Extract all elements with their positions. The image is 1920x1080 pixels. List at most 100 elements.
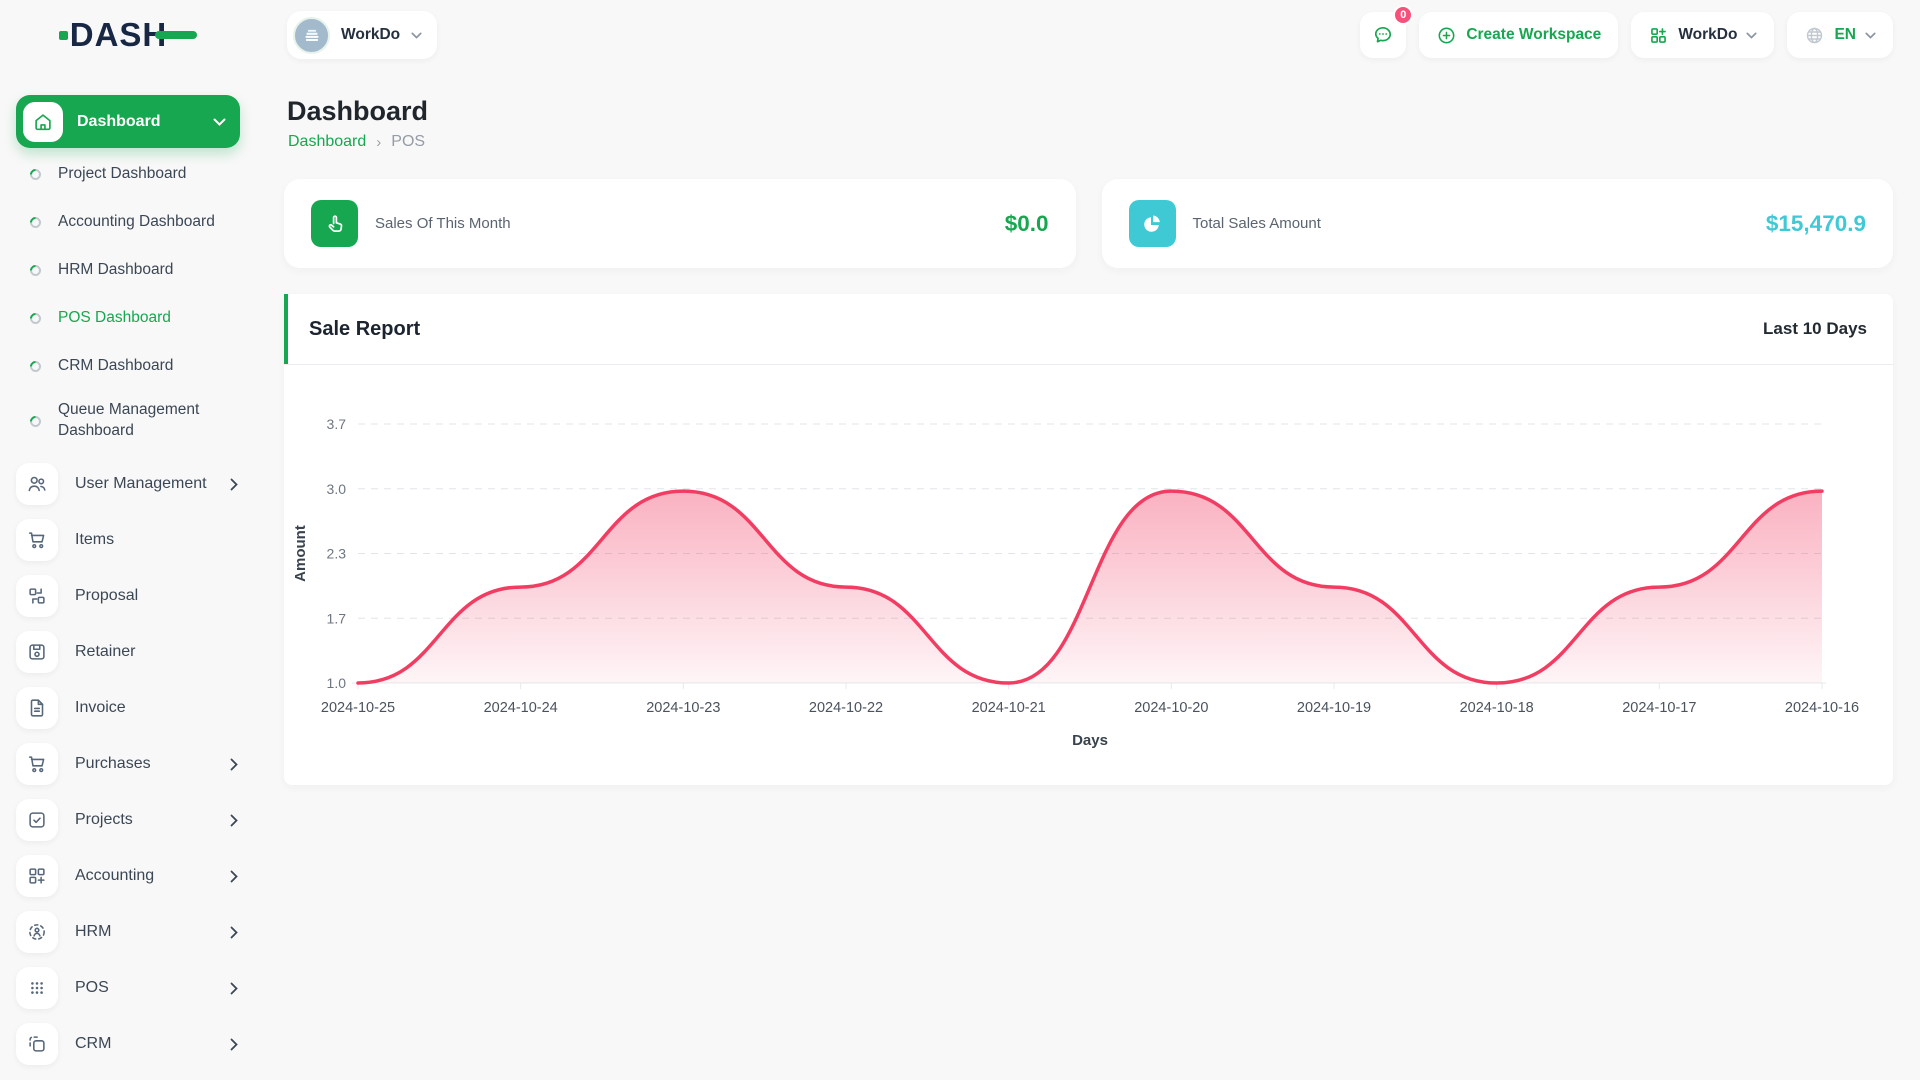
svg-text:3.0: 3.0	[327, 481, 347, 497]
messages-badge: 0	[1393, 5, 1414, 25]
retainer-icon	[16, 631, 58, 673]
chart-range-label: Last 10 Days	[1763, 319, 1867, 338]
svg-text:2024-10-18: 2024-10-18	[1460, 700, 1534, 716]
sidebar-item-accounting-dashboard[interactable]: Accounting Dashboard	[27, 198, 256, 246]
chevron-right-icon	[230, 870, 238, 882]
sidebar-item-hrm[interactable]: HRM	[0, 904, 256, 960]
sale-report-chart: 3.7 3.0 2.3 1.7 1.0 2024-10-25 2024-10-24 2024-…	[292, 416, 1859, 749]
svg-text:Amount: Amount	[292, 525, 309, 582]
page-title: Dashboard	[287, 96, 429, 126]
svg-text:1.7: 1.7	[327, 610, 347, 626]
donut-icon	[27, 262, 44, 278]
svg-text:2024-10-19: 2024-10-19	[1297, 700, 1371, 716]
stat-value: $0.0	[1004, 210, 1049, 236]
app-logo[interactable]: DASH	[0, 0, 256, 70]
sidebar-menu: User Management Items Proposal Retainer	[0, 456, 256, 1072]
logo-text: DASH	[69, 16, 168, 53]
logo-dash-icon	[155, 31, 198, 39]
stat-label: Sales Of This Month	[375, 215, 511, 232]
grid-plus-icon	[1651, 27, 1667, 43]
donut-icon	[27, 310, 44, 326]
breadcrumb: Dashboard › POS	[288, 133, 425, 151]
svg-text:2024-10-16: 2024-10-16	[1785, 700, 1859, 716]
chevron-right-icon	[230, 478, 238, 490]
person-target-icon	[16, 911, 58, 953]
grid-plus-icon	[16, 855, 58, 897]
svg-text:2024-10-17: 2024-10-17	[1622, 700, 1696, 716]
sidebar-item-crm-dashboard[interactable]: CRM Dashboard	[27, 342, 256, 390]
sidebar-item-pos[interactable]: POS	[0, 960, 256, 1016]
donut-icon	[27, 413, 44, 429]
sidebar-item-user-management[interactable]: User Management	[0, 456, 256, 512]
donut-icon	[27, 358, 44, 374]
sidebar-item-dashboard[interactable]: Dashboard	[16, 95, 240, 148]
proposal-icon	[16, 575, 58, 617]
sidebar-item-crm[interactable]: CRM	[0, 1016, 256, 1072]
overlap-squares-icon	[16, 1023, 58, 1065]
home-icon	[23, 101, 63, 142]
stat-cards: Sales Of This Month $0.0 Total Sales Amo…	[284, 179, 1893, 268]
sidebar-item-hrm-dashboard[interactable]: HRM Dashboard	[27, 246, 256, 294]
svg-text:Days: Days	[1072, 732, 1108, 749]
sidebar-item-label: Dashboard	[77, 112, 161, 130]
svg-text:1.0: 1.0	[327, 675, 347, 691]
sidebar-item-purchases[interactable]: Purchases	[0, 736, 256, 792]
cart-icon	[16, 519, 58, 561]
breadcrumb-dashboard-link[interactable]: Dashboard	[288, 133, 367, 150]
breadcrumb-current: POS	[391, 133, 426, 150]
language-selector[interactable]: EN	[1787, 12, 1893, 58]
check-square-icon	[16, 799, 58, 841]
dots-grid-icon	[16, 967, 58, 1009]
chart-title: Sale Report	[309, 317, 421, 340]
dashboard-submenu: Project Dashboard Accounting Dashboard H…	[27, 150, 256, 452]
svg-text:3.7: 3.7	[327, 416, 347, 432]
sidebar: DASH Dashboard Project Dashboard Account…	[0, 0, 256, 1080]
sidebar-item-invoice[interactable]: Invoice	[0, 680, 256, 736]
globe-icon	[1807, 27, 1823, 43]
pie-chart-icon	[1128, 200, 1176, 247]
sidebar-item-queue-management-dashboard[interactable]: Queue Management Dashboard	[27, 390, 245, 452]
plus-circle-icon	[1438, 27, 1455, 43]
messages-button[interactable]: 0	[1360, 5, 1414, 58]
chevron-right-icon	[230, 1038, 238, 1050]
svg-text:2024-10-25: 2024-10-25	[321, 700, 395, 716]
sale-report-header: Sale Report Last 10 Days	[284, 294, 1893, 365]
chat-icon	[1375, 26, 1392, 43]
sidebar-item-items[interactable]: Items	[0, 512, 256, 568]
create-workspace-button[interactable]: Create Workspace	[1419, 12, 1619, 58]
svg-text:2.3: 2.3	[327, 546, 347, 562]
stat-label: Total Sales Amount	[1192, 215, 1321, 232]
sidebar-item-retainer[interactable]: Retainer	[0, 624, 256, 680]
chevron-down-icon	[1865, 32, 1876, 39]
top-bar: WorkDo 0 Create Workspace WorkDo EN	[256, 0, 1920, 70]
workspace-selector[interactable]: WorkDo	[287, 11, 438, 59]
svg-text:2024-10-21: 2024-10-21	[972, 700, 1046, 716]
svg-text:2024-10-24: 2024-10-24	[484, 700, 558, 716]
sidebar-item-proposal[interactable]: Proposal	[0, 568, 256, 624]
sidebar-item-project-dashboard[interactable]: Project Dashboard	[27, 150, 256, 198]
top-right-actions: 0 Create Workspace WorkDo EN	[1360, 5, 1893, 58]
workspace-avatar	[293, 16, 330, 54]
donut-icon	[27, 166, 44, 182]
svg-text:2024-10-23: 2024-10-23	[646, 700, 720, 716]
chevron-right-icon	[230, 814, 238, 826]
sidebar-item-projects[interactable]: Projects	[0, 792, 256, 848]
logo-dot-icon	[58, 30, 68, 40]
chevron-down-icon	[1746, 32, 1758, 39]
sale-report-card: Sale Report Last 10 Days 3.7 3.0 2.3 1.7 1.0…	[284, 294, 1893, 785]
chevron-right-icon	[230, 758, 238, 770]
workdo-menu-button[interactable]: WorkDo	[1631, 12, 1775, 58]
stat-card-sales-this-month: Sales Of This Month $0.0	[284, 179, 1076, 268]
chevron-down-icon	[411, 32, 422, 39]
donut-icon	[27, 214, 44, 230]
cart-icon	[16, 743, 58, 785]
svg-text:2024-10-20: 2024-10-20	[1134, 700, 1208, 716]
chevron-right-icon	[230, 926, 238, 938]
chevron-down-icon	[213, 118, 226, 126]
breadcrumb-separator-icon: ›	[376, 133, 382, 151]
invoice-icon	[16, 687, 58, 729]
sidebar-item-pos-dashboard[interactable]: POS Dashboard	[27, 294, 256, 342]
stat-card-total-sales-amount: Total Sales Amount $15,470.9	[1101, 179, 1893, 268]
svg-text:2024-10-22: 2024-10-22	[809, 700, 883, 716]
sidebar-item-accounting[interactable]: Accounting	[0, 848, 256, 904]
